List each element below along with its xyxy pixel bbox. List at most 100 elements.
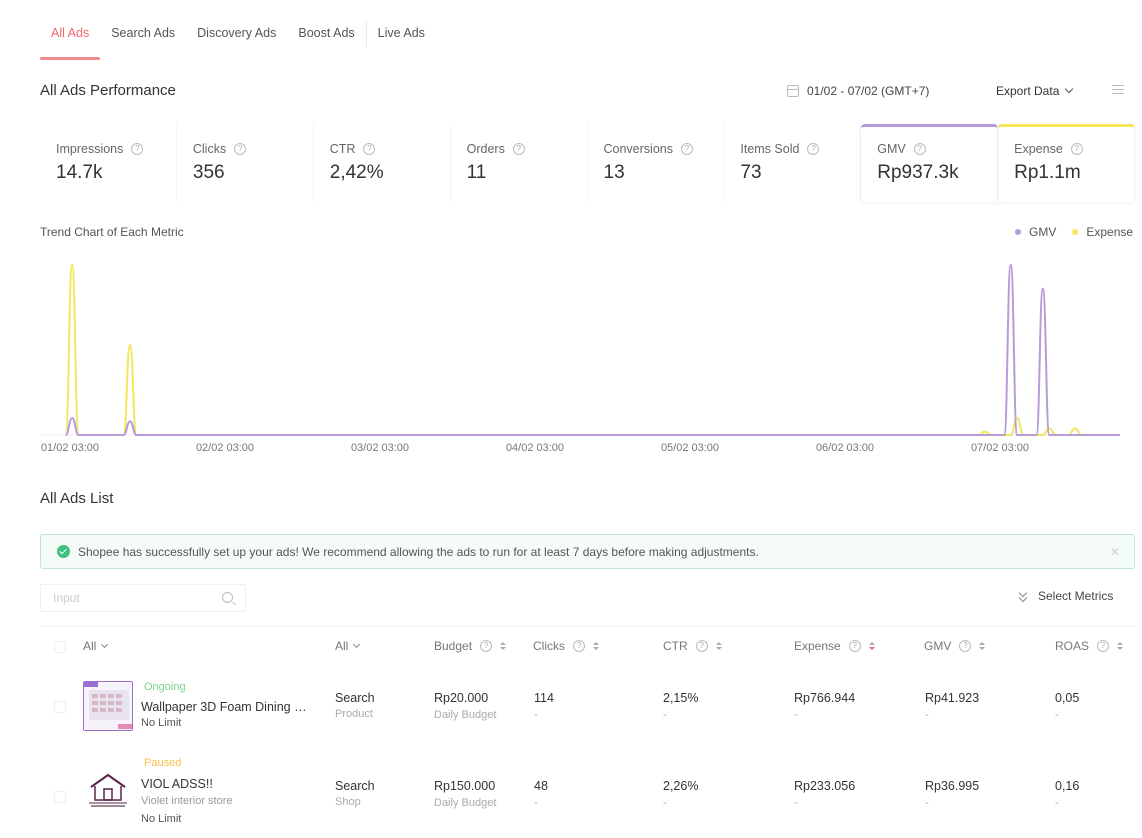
metric-card-gmv[interactable]: GMV? Rp937.3k [861,124,999,202]
help-icon[interactable]: ? [512,143,525,155]
column-clicks[interactable]: Clicks? [533,639,599,653]
expense-value: Rp233.056 [794,779,856,793]
help-icon[interactable]: ? [913,143,926,155]
row-checkbox[interactable] [54,791,66,803]
column-gmv[interactable]: GMV? [924,639,986,653]
metric-value: 73 [740,162,762,183]
metric-value: Rp1.1m [1014,162,1081,183]
help-icon[interactable]: ? [959,640,972,652]
metric-value: 2,42% [329,162,384,183]
metric-card-expense[interactable]: Expense? Rp1.1m [998,124,1135,202]
export-data-button[interactable]: Export Data [996,84,1074,98]
column-budget[interactable]: Budget? [434,639,507,653]
search-input[interactable] [41,585,211,611]
table-row[interactable]: Paused VIOL ADSS!! Violet interior store… [40,757,1135,838]
sort-icon[interactable] [715,642,722,650]
column-ctr[interactable]: CTR? [663,639,722,653]
roas-change: - [1055,797,1059,809]
metric-card-impressions[interactable]: Impressions? 14.7k [40,124,177,202]
column-label: Budget [434,639,473,653]
tab-all-ads[interactable]: All Ads [40,18,101,60]
x-tick-label: 02/02 03:00 [196,442,254,454]
chart-legend: GMV Expense [1015,225,1133,239]
ad-type: Search [335,691,375,705]
help-icon[interactable]: ? [234,143,247,155]
metric-card-clicks[interactable]: Clicks? 356 [177,124,314,202]
export-data-label: Export Data [996,84,1060,98]
sort-icon[interactable] [979,642,986,650]
x-tick-label: 01/02 03:00 [41,442,99,454]
product-thumbnail[interactable] [83,681,133,731]
select-metrics-button[interactable]: Select Metrics [1018,588,1113,603]
double-chevron-down-icon [1018,588,1028,603]
legend-item-expense[interactable]: Expense [1072,225,1133,239]
legend-dot [1072,229,1079,235]
check-circle-icon [57,545,70,558]
expense-value: Rp766.944 [794,691,856,705]
help-icon[interactable]: ? [480,640,493,652]
series-line-gmv [65,263,1120,437]
tab-boost-ads[interactable]: Boost Ads [298,26,355,40]
metric-label: Items Sold [740,142,800,156]
trend-chart: 01/02 03:00 02/02 03:00 03/02 03:00 04/02 0… [40,263,1120,454]
help-icon[interactable]: ? [848,640,861,652]
help-icon[interactable]: ? [807,143,820,155]
clicks-change: - [534,709,538,721]
metric-label: CTR [329,142,356,156]
help-icon[interactable]: ? [695,640,708,652]
ad-name-link[interactable]: Wallpaper 3D Foam Dining Room Anti Air S… [141,700,311,714]
shop-name: Violet interior store [141,795,233,807]
table-row[interactable]: Ongoing Wallpaper 3D Foam Dining Room An… [40,667,1135,757]
tab-live-ads[interactable]: Live Ads [377,26,425,40]
menu-icon[interactable] [1112,85,1124,97]
column-roas[interactable]: ROAS? [1055,639,1124,653]
tab-search-ads[interactable]: Search Ads [111,26,176,40]
ad-limit: No Limit [141,717,182,729]
type-filter-label: All [335,639,349,653]
metric-cards: Impressions? 14.7k Clicks? 356 CTR? 2,42… [40,124,1135,202]
metric-card-items-sold[interactable]: Items Sold? 73 [724,124,862,202]
close-icon[interactable]: ✕ [1109,545,1120,559]
help-icon[interactable]: ? [363,143,376,155]
search-icon[interactable] [222,592,233,603]
column-label: Clicks [533,639,565,653]
sort-icon[interactable] [593,642,599,650]
help-icon[interactable]: ? [131,143,144,155]
success-notice: Shopee has successfully set up your ads!… [40,534,1135,569]
row-checkbox[interactable] [54,701,66,713]
ads-list-title: All Ads List [40,490,114,507]
metric-label: Expense [1014,142,1063,156]
help-icon[interactable]: ? [573,640,585,652]
metric-card-ctr[interactable]: CTR? 2,42% [314,124,451,202]
tab-discovery-ads[interactable]: Discovery Ads [197,26,277,40]
metric-label: Orders [466,142,505,156]
metric-value: 356 [192,162,225,183]
metric-label: GMV [877,142,906,156]
performance-title: All Ads Performance [40,82,176,99]
chevron-down-icon [101,640,109,649]
column-expense[interactable]: Expense? [794,639,875,653]
expense-change: - [794,797,798,809]
clicks-change: - [534,797,538,809]
select-all-checkbox[interactable] [54,641,66,653]
type-filter[interactable]: All [335,639,361,653]
status-filter[interactable]: All [83,639,109,653]
legend-item-gmv[interactable]: GMV [1015,225,1056,239]
table-header: All All Budget? Clicks? CTR? Expense? GM… [40,627,1135,667]
calendar-icon [787,85,799,97]
help-icon[interactable]: ? [680,143,693,155]
ad-name-link[interactable]: VIOL ADSS!! [141,777,213,791]
help-icon[interactable]: ? [1097,640,1110,652]
search-box [40,584,246,612]
sort-icon[interactable] [500,642,507,650]
metric-card-conversions[interactable]: Conversions? 13 [588,124,725,202]
chevron-down-icon [1065,84,1074,94]
metric-value: Rp937.3k [877,162,959,183]
metric-card-orders[interactable]: Orders? 11 [451,124,588,202]
shop-logo[interactable] [83,767,133,817]
date-range-picker[interactable]: 01/02 - 07/02 (GMT+7) [787,84,929,98]
clicks-value: 48 [534,779,548,793]
sort-icon[interactable] [868,642,875,650]
help-icon[interactable]: ? [1070,143,1083,155]
sort-icon[interactable] [1117,642,1124,650]
